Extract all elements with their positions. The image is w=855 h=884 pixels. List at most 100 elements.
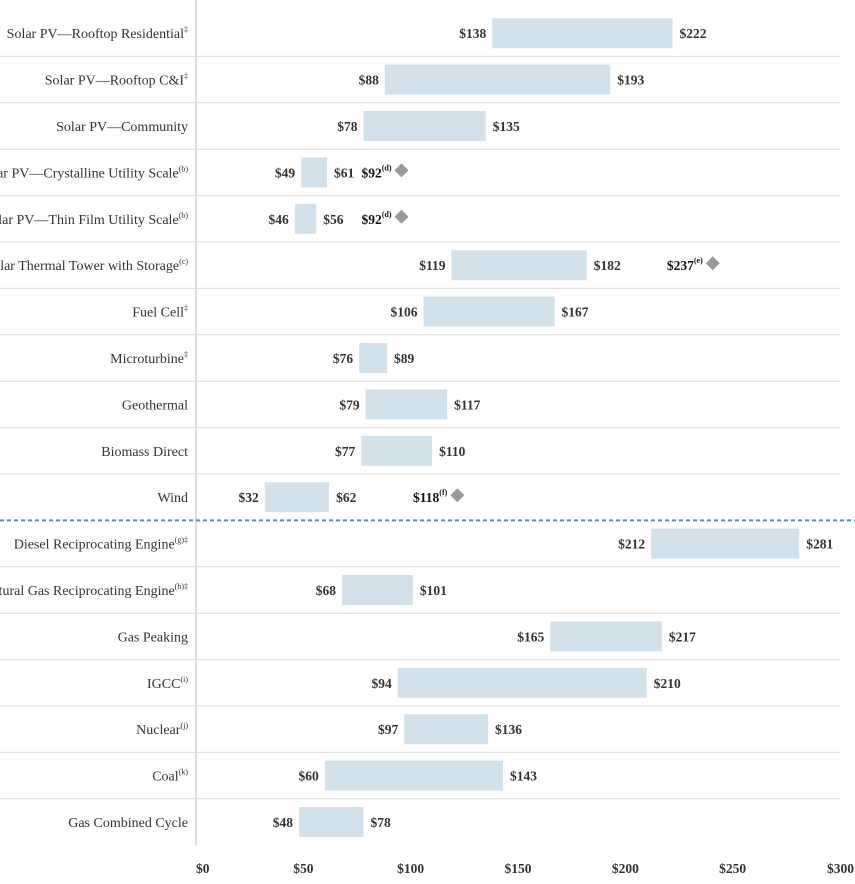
category-text: Solar Thermal Tower with Storage xyxy=(0,259,179,274)
high-value-label: $222 xyxy=(680,26,707,41)
category-text: Solar PV—Rooftop C&I xyxy=(45,74,185,89)
high-value-label: $281 xyxy=(806,537,833,552)
range-bar xyxy=(363,111,486,141)
range-bar xyxy=(361,435,433,466)
category-text: Wind xyxy=(157,491,188,506)
marker-label: $92(d) xyxy=(361,163,391,180)
low-value-label: $76 xyxy=(333,351,354,366)
marker-diamond xyxy=(394,209,409,224)
category-label: Solar PV—Thin Film Utility Scale(b) xyxy=(0,211,188,228)
high-value-label: $62 xyxy=(336,490,357,505)
range-bar xyxy=(341,575,413,605)
category-label: Coal(k) xyxy=(152,768,188,785)
x-tick-label: $100 xyxy=(397,861,424,876)
x-tick-label: $50 xyxy=(293,861,314,876)
category-note: (b) xyxy=(179,164,189,173)
high-value-label: $193 xyxy=(617,73,644,88)
high-value-label: $210 xyxy=(654,676,681,691)
range-bar xyxy=(451,250,587,281)
high-value-label: $56 xyxy=(323,212,344,227)
low-value-label: $106 xyxy=(391,305,418,320)
low-value-label: $32 xyxy=(238,490,259,505)
range-bar xyxy=(550,621,662,652)
x-tick-label: $150 xyxy=(505,861,532,876)
marker-label: $118(f) xyxy=(413,488,448,505)
low-value-label: $119 xyxy=(419,258,446,273)
label-layer: Solar PV—Rooftop Residential‡ $138 $222Sol… xyxy=(0,25,833,831)
high-value-label: $167 xyxy=(561,305,588,320)
high-value-label: $143 xyxy=(510,769,537,784)
category-label: Gas Combined Cycle xyxy=(68,816,188,831)
low-value-label: $77 xyxy=(335,444,356,459)
category-text: Solar PV—Rooftop Residential xyxy=(7,27,184,42)
marker-value: $92 xyxy=(361,212,382,227)
category-label: IGCC(i) xyxy=(147,675,188,692)
marker-diamond xyxy=(450,488,465,503)
x-axis: $0 $50 $100 $150 $200 $250 $300 xyxy=(196,861,854,876)
range-bar xyxy=(384,64,611,95)
low-value-label: $46 xyxy=(268,212,289,227)
category-note: ‡ xyxy=(184,72,188,81)
range-bar xyxy=(359,343,388,373)
category-note: (c) xyxy=(179,257,188,266)
marker-value: $92 xyxy=(361,165,382,180)
marker-label: $237(e) xyxy=(667,256,703,273)
high-value-label: $136 xyxy=(495,722,522,737)
category-label: Natural Gas Reciprocating Engine(h)‡ xyxy=(0,582,188,599)
marker-note: (f) xyxy=(439,488,447,497)
low-value-label: $97 xyxy=(378,722,399,737)
high-value-label: $135 xyxy=(493,119,520,134)
category-label: Solar PV—Rooftop C&I‡ xyxy=(45,72,188,89)
category-text: Solar PV—Community xyxy=(56,120,188,135)
category-label: Biomass Direct xyxy=(101,445,188,460)
low-value-label: $60 xyxy=(299,769,320,784)
category-label: Geothermal xyxy=(122,398,188,413)
category-text: Geothermal xyxy=(122,398,188,413)
low-value-label: $94 xyxy=(372,676,393,691)
category-note: (j) xyxy=(180,721,188,730)
x-tick-label: $200 xyxy=(612,861,639,876)
range-bar xyxy=(324,760,503,791)
category-text: Nuclear xyxy=(136,723,181,738)
range-bar xyxy=(423,296,555,327)
marker-diamond xyxy=(705,256,720,271)
category-label: Solar PV—Rooftop Residential‡ xyxy=(7,25,188,42)
category-label: Solar Thermal Tower with Storage(c) xyxy=(0,257,188,274)
bar-layer xyxy=(264,18,800,837)
category-label: Nuclear(j) xyxy=(136,721,188,738)
category-text: Biomass Direct xyxy=(101,445,188,460)
marker-note: (e) xyxy=(694,256,703,265)
high-value-label: $101 xyxy=(420,583,447,598)
category-label: Diesel Reciprocating Engine(g)‡ xyxy=(14,536,188,553)
high-value-label: $217 xyxy=(669,629,696,644)
marker-value: $118 xyxy=(413,490,440,505)
category-text: Solar PV—Thin Film Utility Scale xyxy=(0,213,179,228)
category-text: Gas Combined Cycle xyxy=(68,816,188,831)
range-bar xyxy=(264,482,330,513)
category-text: Coal xyxy=(152,770,179,785)
x-tick-label: $250 xyxy=(719,861,746,876)
category-note: ‡ xyxy=(184,304,188,313)
category-label: Fuel Cell‡ xyxy=(132,304,188,321)
category-note: (g)‡ xyxy=(175,536,188,545)
category-text: IGCC xyxy=(147,677,180,692)
low-value-label: $49 xyxy=(275,165,296,180)
range-bar xyxy=(651,528,800,559)
category-note: (b) xyxy=(179,211,189,220)
category-text: Microturbine xyxy=(110,352,184,367)
marker-note: (d) xyxy=(382,163,392,172)
category-label: Microturbine‡ xyxy=(110,350,188,367)
category-note: (i) xyxy=(180,675,188,684)
high-value-label: $110 xyxy=(439,444,466,459)
category-text: Solar PV—Crystalline Utility Scale xyxy=(0,166,179,181)
low-value-label: $79 xyxy=(339,397,360,412)
low-value-label: $68 xyxy=(316,583,337,598)
low-value-label: $48 xyxy=(273,815,294,830)
category-note: ‡ xyxy=(184,350,188,359)
category-text: Gas Peaking xyxy=(118,630,188,645)
category-note: (k) xyxy=(179,768,189,777)
range-bar xyxy=(492,18,673,49)
grid-layer xyxy=(0,0,855,845)
marker-diamond xyxy=(394,163,409,178)
